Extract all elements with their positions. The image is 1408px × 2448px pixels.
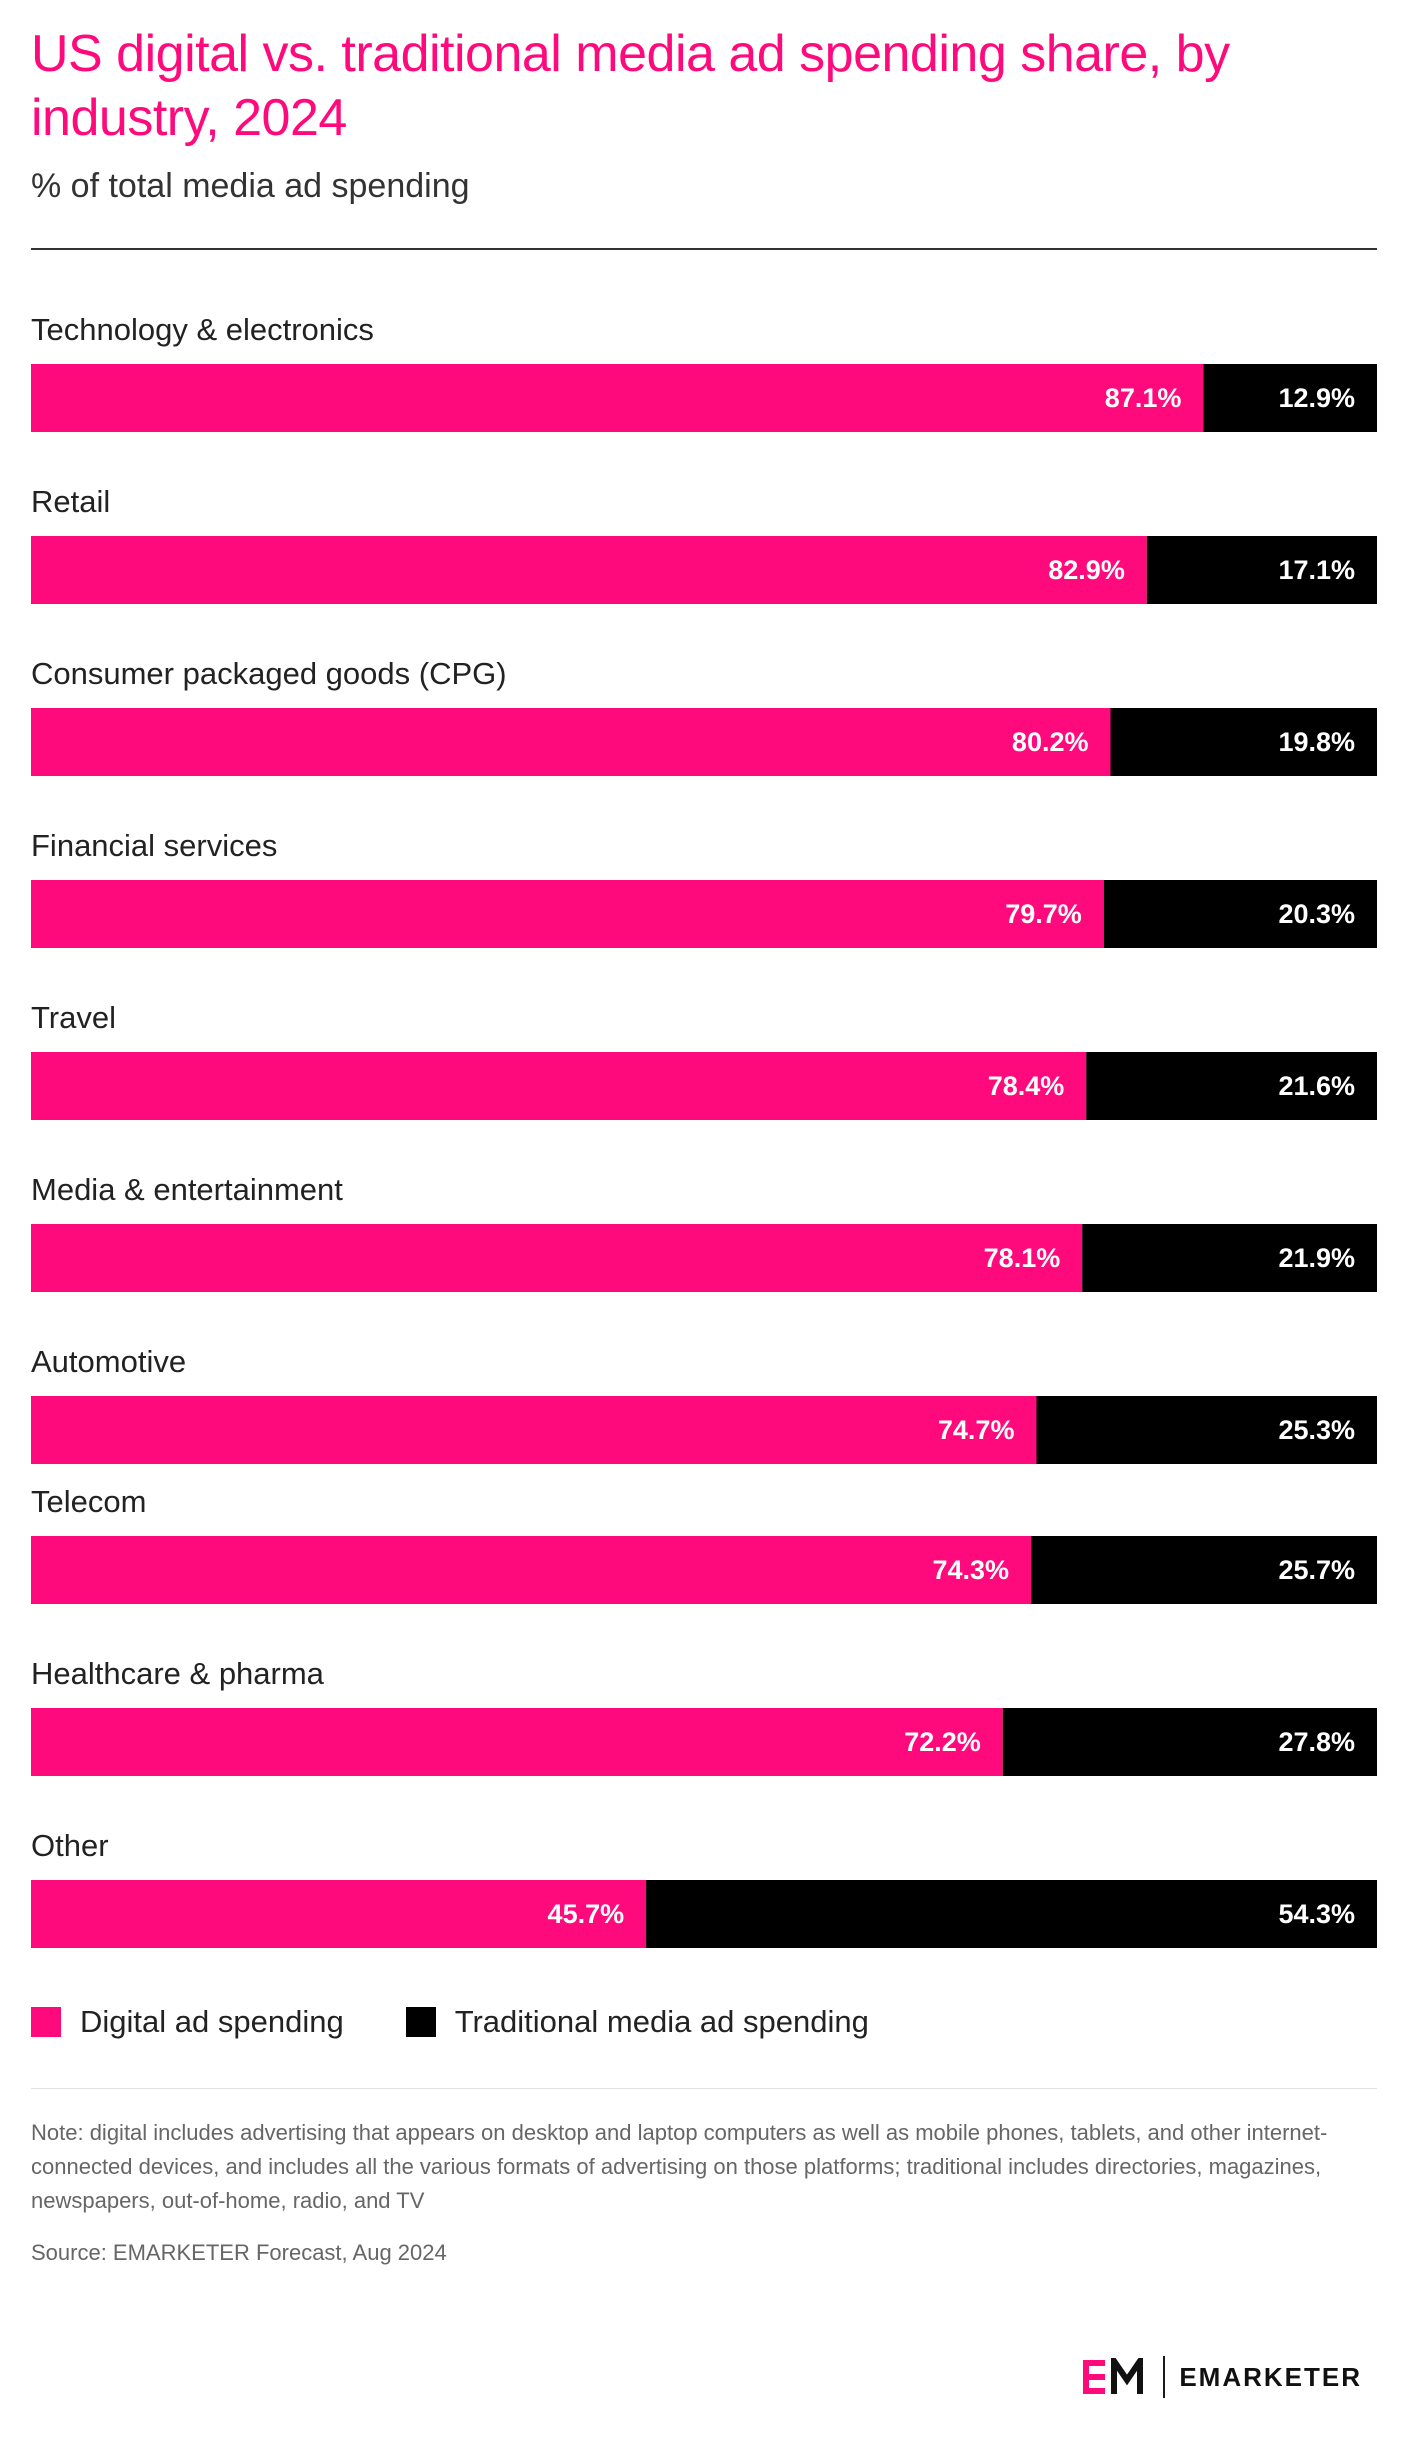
legend-swatch-traditional: [405, 2007, 436, 2037]
footer-divider: [31, 2088, 1377, 2089]
digital-bar-segment: [31, 1052, 1087, 1120]
traditional-bar-segment: [1002, 1708, 1377, 1776]
legend-item-digital: Digital ad spending: [31, 2004, 344, 2040]
legend-label-digital: Digital ad spending: [80, 2004, 344, 2039]
category-label: Technology & electronics: [31, 312, 374, 347]
digital-bar-segment: [31, 1396, 1037, 1464]
data-label: 78.1%: [984, 1243, 1061, 1273]
legend-label-traditional: Traditional media ad spending: [454, 2004, 869, 2039]
data-label: 74.7%: [938, 1415, 1015, 1445]
legend-swatch-digital: [31, 2007, 61, 2037]
digital-bar-segment: [31, 1536, 1032, 1604]
traditional-bar-segment: [1146, 536, 1377, 604]
data-label: 87.1%: [1105, 383, 1182, 413]
source-line: Source: EMARKETER Forecast, Aug 2024: [31, 2240, 447, 2265]
category-label: Telecom: [31, 1484, 146, 1519]
brand-wordmark: EMARKETER: [1179, 2361, 1362, 2392]
data-label: 27.8%: [1278, 1727, 1355, 1757]
traditional-bar-segment: [1082, 1224, 1377, 1292]
category-label: Media & entertainment: [31, 1172, 343, 1207]
category-label: Financial services: [31, 828, 277, 863]
category-label: Other: [31, 1828, 109, 1863]
data-label: 45.7%: [548, 1899, 625, 1929]
data-label: 79.7%: [1005, 899, 1082, 929]
category-label: Automotive: [31, 1344, 186, 1379]
data-label: 25.3%: [1278, 1415, 1355, 1445]
traditional-bar-segment: [1031, 1536, 1377, 1604]
traditional-bar-segment: [1086, 1052, 1377, 1120]
digital-bar-segment: [31, 1224, 1083, 1292]
data-label: 72.2%: [904, 1727, 981, 1757]
traditional-bar-segment: [1203, 364, 1377, 432]
digital-bar-segment: [31, 536, 1147, 604]
data-label: 17.1%: [1278, 555, 1355, 585]
data-label: 12.9%: [1278, 383, 1355, 413]
data-label: 21.6%: [1278, 1071, 1355, 1101]
digital-bar-segment: [31, 364, 1204, 432]
emarketer-logo: EMARKETER: [1083, 2352, 1362, 2402]
data-label: 78.4%: [988, 1071, 1065, 1101]
logo-separator: [1163, 2356, 1166, 2398]
data-label: 20.3%: [1278, 899, 1355, 929]
digital-bar-segment: [31, 708, 1111, 776]
legend: Digital ad spending Traditional media ad…: [31, 2002, 931, 2042]
data-label: 25.7%: [1278, 1555, 1355, 1585]
traditional-bar-segment: [1036, 1396, 1377, 1464]
digital-bar-segment: [31, 1708, 1003, 1776]
category-label: Retail: [31, 484, 110, 519]
legend-item-traditional: Traditional media ad spending: [405, 2004, 869, 2040]
digital-bar-segment: [31, 1880, 647, 1948]
traditional-bar-segment: [1103, 880, 1377, 948]
data-label: 54.3%: [1278, 1899, 1355, 1929]
category-label: Healthcare & pharma: [31, 1656, 325, 1691]
data-label: 80.2%: [1012, 727, 1089, 757]
data-label: 19.8%: [1278, 727, 1355, 757]
traditional-bar-segment: [1110, 708, 1377, 776]
em-logo-icon: [1083, 2358, 1144, 2394]
data-label: 74.3%: [933, 1555, 1010, 1585]
data-label: 21.9%: [1278, 1243, 1355, 1273]
category-label: Consumer packaged goods (CPG): [31, 656, 507, 691]
traditional-bar-segment: [646, 1880, 1377, 1948]
data-label: 82.9%: [1048, 555, 1125, 585]
footnote: Note: digital includes advertising that …: [31, 2120, 1328, 2213]
chart-title: US digital vs. traditional media ad spen…: [31, 25, 1230, 147]
chart-subtitle: % of total media ad spending: [31, 167, 470, 205]
category-label: Travel: [31, 1000, 116, 1035]
digital-bar-segment: [31, 880, 1104, 948]
top-divider: [31, 248, 1377, 250]
